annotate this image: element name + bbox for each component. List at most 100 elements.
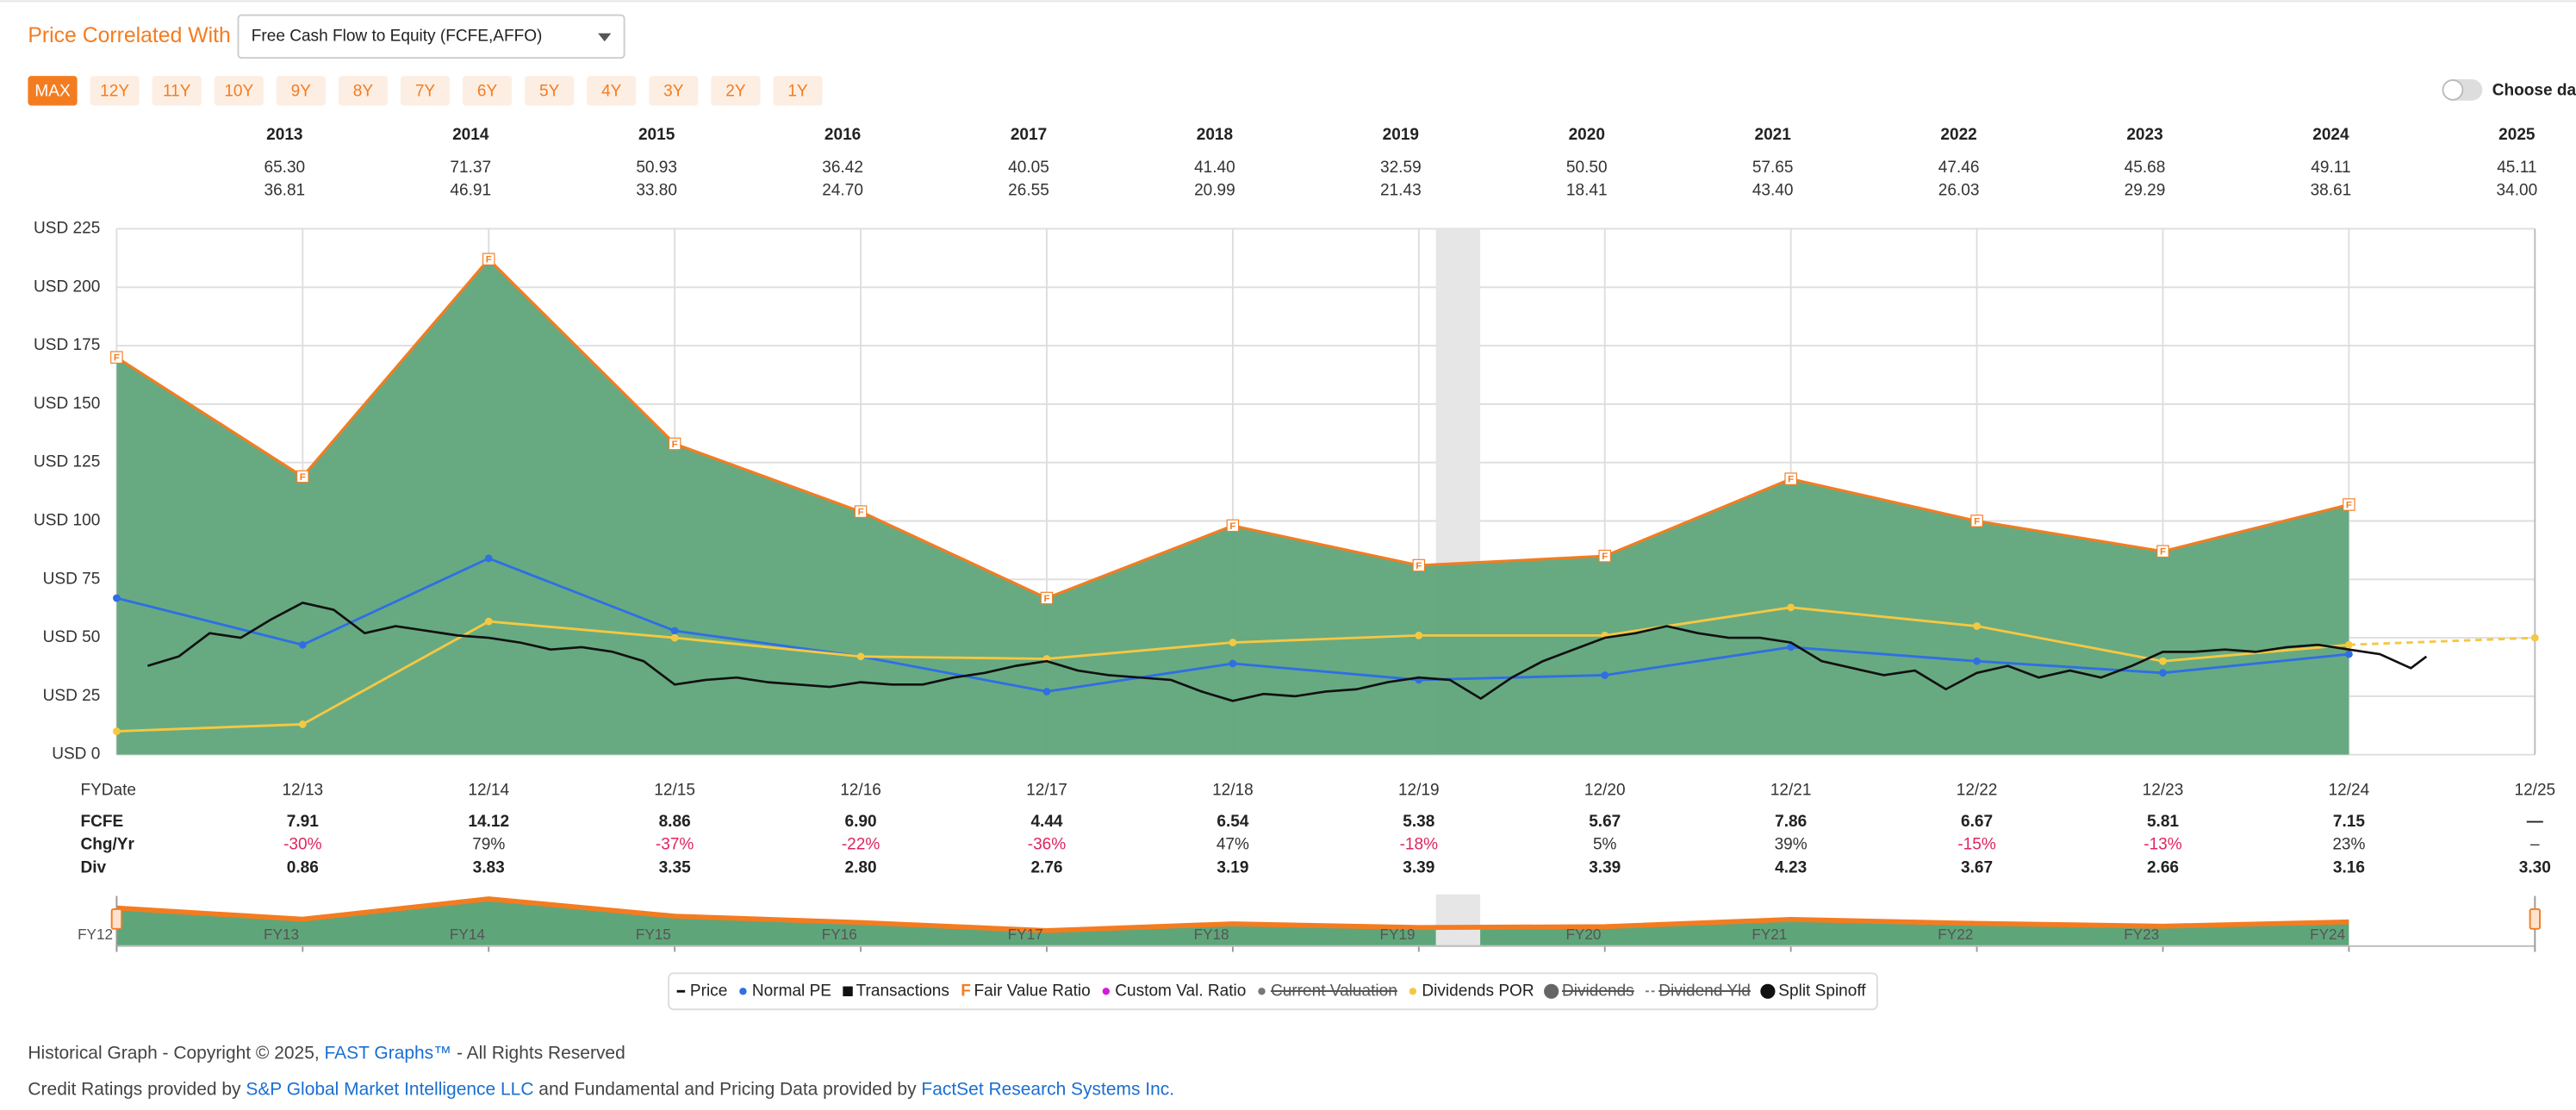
stat-value: 3.19	[1216, 858, 1248, 876]
point	[1787, 603, 1795, 612]
range-label[interactable]: 3Y	[663, 82, 684, 100]
date-toggle[interactable]: Choose date	[2442, 78, 2576, 101]
range-button[interactable]	[152, 76, 202, 106]
x-tick-label: 12/17	[1026, 782, 1067, 800]
dropdown-value[interactable]: Free Cash Flow to Equity (FCFE,AFFO)	[252, 27, 543, 45]
stat-value: -15%	[1957, 836, 1996, 854]
legend-symbol	[1760, 983, 1776, 999]
range-button[interactable]	[276, 76, 326, 106]
range-label[interactable]: 8Y	[353, 82, 374, 100]
stat-value: 3.67	[1961, 858, 1993, 876]
range-button[interactable]	[214, 76, 264, 106]
range-button[interactable]	[649, 76, 699, 106]
y-tick-label: USD 50	[43, 628, 101, 646]
footer-text: Historical Graph - Copyright © 2025,	[28, 1043, 324, 1063]
footer-link[interactable]: FAST Graphs™	[325, 1043, 452, 1063]
stat-value: 7.86	[1775, 813, 1807, 831]
range-label[interactable]: 10Y	[224, 82, 253, 100]
range-label[interactable]: 12Y	[100, 82, 129, 100]
stat-value: 14.12	[468, 813, 509, 831]
year: 2017	[1011, 126, 1047, 144]
legend-label[interactable]: Custom Val. Ratio	[1115, 982, 1246, 1000]
range-label[interactable]: 11Y	[163, 82, 191, 100]
range-button[interactable]	[525, 76, 575, 106]
footer-text: and Fundamental and Pricing Data provide…	[533, 1079, 921, 1099]
footer: Historical Graph - Copyright © 2025, FAS…	[28, 1043, 1174, 1099]
point-letter: F	[1974, 516, 1980, 527]
x-tick-label: 12/19	[1398, 782, 1440, 800]
range-button[interactable]	[338, 76, 389, 106]
range-label[interactable]: 9Y	[291, 82, 312, 100]
stat-value: 5%	[1593, 836, 1617, 854]
legend-label[interactable]: Fair Value Ratio	[974, 982, 1091, 1000]
toggle-knob[interactable]	[2442, 78, 2464, 101]
y-tick-label: USD 75	[43, 570, 101, 588]
legend-label[interactable]: Transactions	[856, 982, 949, 1000]
range-button[interactable]	[462, 76, 513, 106]
point	[2343, 498, 2355, 511]
year-low: 21.43	[1380, 182, 1422, 200]
year-high: 45.68	[2125, 159, 2166, 177]
nav-area	[116, 898, 2349, 945]
year-low: 46.91	[450, 182, 491, 200]
point	[296, 470, 309, 483]
legend-label[interactable]: Dividends POR	[1422, 982, 1534, 1000]
year-table: 2013 65.30 36.81 2014 71.37 46.91 2015 50.93 33.…	[264, 126, 2537, 200]
year: 2014	[452, 126, 489, 144]
range-button[interactable]	[90, 76, 140, 106]
choose-date[interactable]: Choose date	[2492, 81, 2576, 99]
range-label[interactable]: 7Y	[415, 82, 436, 100]
point	[484, 617, 493, 626]
stat-value: 3.35	[659, 858, 691, 876]
point	[2159, 657, 2167, 665]
nav-handle[interactable]	[110, 907, 123, 930]
point-letter: F	[672, 440, 678, 450]
year-high: 32.59	[1380, 159, 1422, 177]
nav-label: FY18	[1194, 926, 1229, 943]
range-label[interactable]: MAX	[34, 82, 71, 100]
year-low: 38.61	[2311, 182, 2352, 200]
year: 2020	[1569, 126, 1605, 144]
year: 2023	[2126, 126, 2162, 144]
nav-handle[interactable]	[2529, 907, 2542, 930]
stat-value: 3.16	[2333, 858, 2365, 876]
range-label[interactable]: 2Y	[725, 82, 746, 100]
legend-label[interactable]: Price	[690, 982, 727, 1000]
legend-label[interactable]: Split Spinoff	[1778, 982, 1866, 1000]
projection-line	[2349, 636, 2536, 646]
range-label[interactable]: 6Y	[477, 82, 498, 100]
dropdown-box[interactable]	[237, 14, 625, 59]
nav-label: FY13	[264, 926, 299, 943]
stat-value: 7.15	[2333, 813, 2365, 831]
stat-value: 5.67	[1589, 813, 1621, 831]
range-button[interactable]	[711, 76, 761, 106]
range-label[interactable]: 5Y	[539, 82, 560, 100]
year: 2021	[1754, 126, 1791, 144]
footer-link[interactable]: S&P Global Market Intelligence LLC	[246, 1079, 533, 1099]
point	[1229, 639, 1237, 646]
year-high: 50.50	[1566, 159, 1608, 177]
footer-line: Credit Ratings provided by S&P Global Ma…	[28, 1079, 1174, 1099]
point	[1226, 519, 1240, 533]
nav-label: FY12	[78, 926, 113, 943]
stat-value: 4.44	[1030, 813, 1062, 831]
footer-text: Credit Ratings provided by	[28, 1079, 246, 1099]
range-button[interactable]	[773, 76, 823, 106]
nav-label: FY21	[1752, 926, 1787, 943]
range-label[interactable]: 1Y	[787, 82, 808, 100]
range-button[interactable]	[587, 76, 637, 106]
range-button[interactable]	[400, 76, 451, 106]
nav-label: FY20	[1565, 926, 1601, 943]
stat-label: Div	[80, 858, 106, 876]
nav-label: FY15	[636, 926, 671, 943]
dropdown[interactable]: Free Cash Flow to Equity (FCFE,AFFO)	[237, 14, 625, 59]
stat-value: 0.86	[287, 858, 319, 876]
range-label[interactable]: 4Y	[601, 82, 622, 100]
stat-value: 3.83	[473, 858, 505, 876]
year-low: 18.41	[1566, 182, 1608, 200]
x-axis-label: FYDate	[80, 782, 136, 800]
range-button[interactable]	[28, 76, 78, 106]
footer-link[interactable]: FactSet Research Systems Inc.	[921, 1079, 1174, 1099]
legend-label[interactable]: Normal PE	[752, 982, 831, 1000]
